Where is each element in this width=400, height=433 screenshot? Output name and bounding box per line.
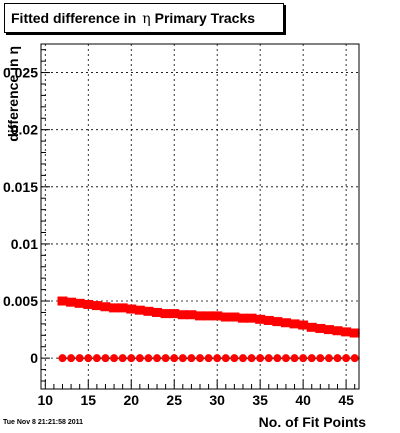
data-point-circle — [153, 354, 162, 363]
data-point-circle — [187, 354, 196, 363]
data-point-square — [246, 313, 257, 323]
data-point-square — [298, 320, 309, 330]
x-axis: 10 15 20 25 30 35 40 45 — [38, 380, 356, 408]
data-point-square — [263, 315, 274, 325]
data-point-square — [160, 309, 171, 319]
chart-title: Fitted difference in η Primary Tracks — [4, 3, 284, 33]
x-tick-label: 35 — [252, 392, 268, 408]
data-point-circle — [213, 354, 222, 363]
data-point-circle — [333, 354, 342, 363]
x-tick-label: 20 — [123, 392, 139, 408]
y-tick-label: 0.01 — [11, 236, 38, 252]
data-point-square — [332, 326, 343, 336]
data-point-square — [126, 304, 137, 314]
data-point-square — [109, 303, 120, 313]
x-tick-label: 45 — [338, 392, 354, 408]
data-point-square — [100, 302, 111, 312]
y-tick-label: 0 — [30, 350, 38, 366]
data-point-circle — [75, 354, 84, 363]
y-tick-label: 0.02 — [11, 122, 38, 138]
data-point-circle — [299, 354, 308, 363]
data-point-square — [255, 314, 266, 324]
data-point-circle — [196, 354, 204, 363]
data-point-circle — [221, 354, 230, 363]
data-point-circle — [101, 354, 110, 363]
data-point-square — [66, 297, 77, 307]
data-point-square — [220, 312, 231, 322]
data-point-square — [152, 307, 163, 317]
data-point-square — [177, 310, 188, 320]
data-point-square — [91, 301, 102, 311]
data-point-circle — [247, 354, 256, 363]
data-point-circle — [161, 354, 170, 363]
data-point-circle — [273, 354, 282, 363]
series-square — [57, 296, 360, 338]
data-point-square — [83, 299, 94, 309]
data-point-circle — [290, 354, 299, 363]
y-tick-label: 0.015 — [3, 179, 38, 195]
grid-lines — [41, 44, 359, 389]
data-point-circle — [342, 354, 351, 363]
y-axis: 0 0.005 0.01 0.015 0.02 0.025 — [3, 49, 50, 382]
data-point-circle — [135, 354, 144, 363]
data-point-circle — [58, 354, 67, 363]
x-tick-label: 10 — [38, 392, 54, 408]
title-text-suffix: Primary Tracks — [154, 10, 256, 26]
data-series-layer — [57, 296, 360, 363]
data-point-square — [186, 310, 197, 320]
plot-frame — [40, 43, 360, 390]
data-point-circle — [264, 354, 273, 363]
x-tick-label: 15 — [80, 392, 96, 408]
data-point-circle — [127, 354, 136, 363]
data-point-circle — [178, 354, 187, 363]
data-point-circle — [230, 354, 239, 363]
data-point-circle — [84, 354, 93, 363]
x-tick-label: 25 — [166, 392, 182, 408]
data-point-circle — [144, 354, 153, 363]
data-point-circle — [67, 354, 76, 363]
data-point-square — [349, 328, 360, 338]
title-eta-symbol: η — [142, 11, 151, 27]
data-point-square — [143, 306, 154, 316]
data-point-square — [169, 309, 180, 319]
data-point-square — [57, 296, 68, 306]
data-point-circle — [204, 354, 213, 363]
x-tick-label: 30 — [209, 392, 225, 408]
data-point-square — [134, 305, 145, 315]
data-point-circle — [110, 354, 119, 363]
data-point-circle — [316, 354, 325, 363]
series-circle — [57, 354, 360, 363]
title-text-prefix: Fitted difference in — [11, 10, 137, 26]
data-point-circle — [307, 354, 316, 363]
data-point-circle — [118, 354, 127, 363]
data-point-square — [203, 311, 214, 321]
x-axis-label: No. of Fit Points — [259, 414, 367, 430]
data-point-circle — [281, 354, 290, 363]
data-point-circle — [350, 354, 359, 363]
data-point-square — [212, 311, 223, 321]
data-point-circle — [256, 354, 265, 363]
y-axis-label: difference in η — [5, 46, 21, 142]
data-point-square — [323, 325, 334, 335]
data-point-circle — [170, 354, 179, 363]
data-point-square — [195, 311, 205, 321]
data-point-circle — [324, 354, 333, 363]
data-point-square — [306, 322, 317, 332]
timestamp: Tue Nov 8 21:21:58 2011 — [3, 419, 84, 426]
data-point-square — [229, 312, 240, 322]
data-point-square — [341, 327, 352, 337]
data-point-square — [74, 298, 85, 308]
data-point-square — [280, 318, 291, 328]
y-tick-label: 0.005 — [3, 293, 38, 309]
data-point-circle — [238, 354, 247, 363]
data-point-square — [237, 313, 248, 323]
data-point-square — [117, 303, 128, 313]
data-point-square — [315, 323, 326, 333]
data-point-square — [272, 317, 283, 327]
y-tick-label: 0.025 — [3, 65, 38, 81]
x-tick-label: 40 — [295, 392, 311, 408]
data-point-square — [289, 319, 300, 329]
data-point-circle — [92, 354, 101, 363]
